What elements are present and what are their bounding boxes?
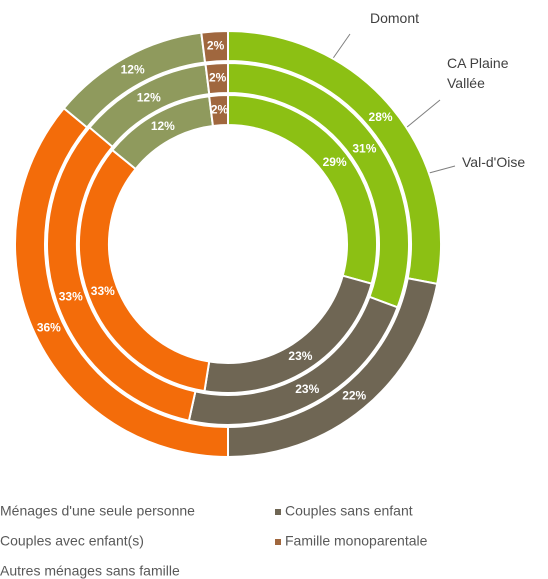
data-label: 12% <box>121 63 145 77</box>
ring-name: CA Plaine Vallée <box>447 55 509 91</box>
ring-name: Domont <box>370 10 420 26</box>
donut-slice <box>200 29 229 64</box>
legend-marker <box>275 509 281 515</box>
legend-label: Famille monoparentale <box>285 533 428 549</box>
data-label: 22% <box>342 389 366 403</box>
data-label: 12% <box>151 119 175 133</box>
legend-label: Autres ménages sans famille <box>0 563 180 579</box>
data-label: 2% <box>207 39 225 53</box>
legend-label: Couples avec enfant(s) <box>0 533 144 549</box>
donut-slice <box>208 93 229 128</box>
data-label: 2% <box>209 70 227 84</box>
data-label: 33% <box>91 284 115 298</box>
data-label: 2% <box>211 102 229 116</box>
legend-label: Couples sans enfant <box>285 503 413 519</box>
legend-label: Ménages d'une seule personne <box>0 503 195 519</box>
data-label: 23% <box>288 349 312 363</box>
data-label: 31% <box>352 142 376 156</box>
data-label: 23% <box>295 382 319 396</box>
data-label: 29% <box>323 155 347 169</box>
ring-name: Val-d'Oise <box>462 154 526 170</box>
data-label: 28% <box>369 110 393 124</box>
legend-marker <box>275 539 281 545</box>
data-label: 12% <box>137 90 161 104</box>
donut-slice <box>204 61 229 96</box>
data-label: 36% <box>37 320 61 334</box>
data-label: 33% <box>59 289 83 303</box>
